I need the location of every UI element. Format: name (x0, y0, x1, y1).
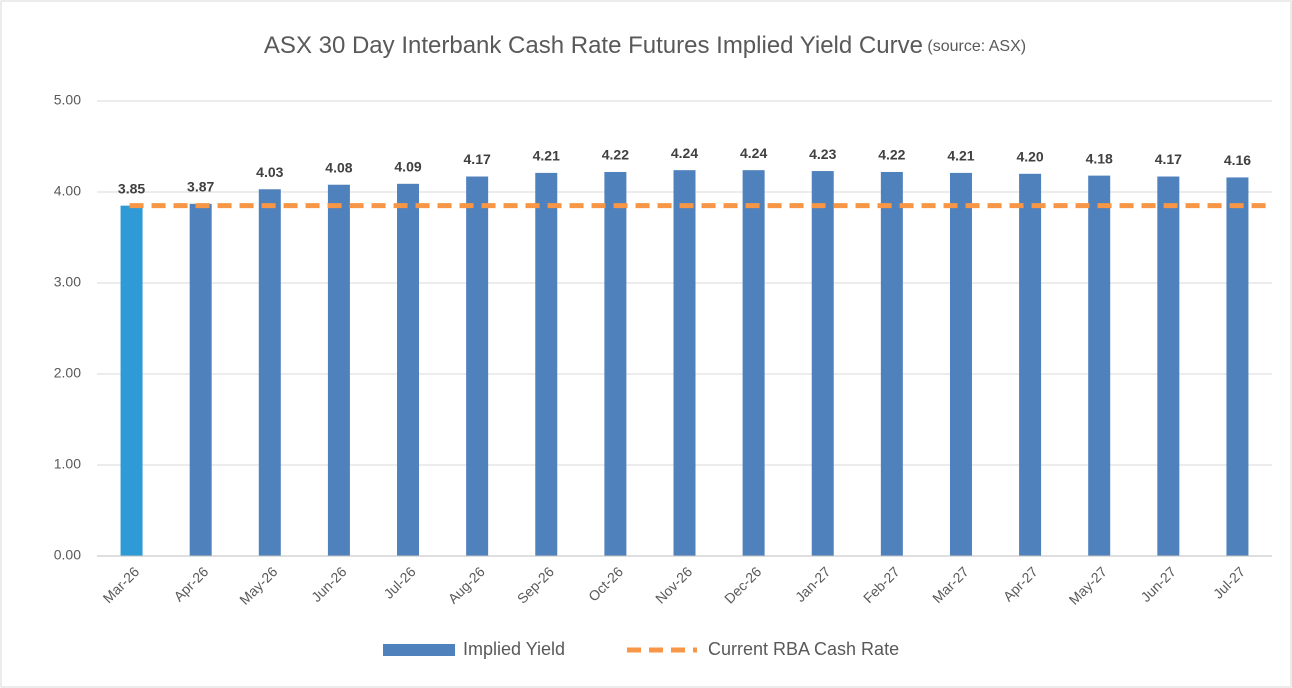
data-label: 4.24 (671, 145, 698, 161)
data-label: 4.18 (1086, 150, 1113, 166)
y-tick-label: 2.00 (54, 365, 81, 381)
bar (466, 176, 489, 556)
bar (673, 170, 696, 556)
bar (535, 172, 558, 556)
bar (189, 203, 212, 556)
data-label: 4.08 (325, 159, 352, 175)
bar (604, 171, 627, 557)
chart-subtitle: (source: ASX) (927, 38, 1026, 55)
legend-swatch (383, 644, 455, 656)
bar (811, 171, 834, 556)
data-label: 4.03 (256, 164, 283, 180)
bar (1226, 177, 1249, 556)
bar (742, 170, 765, 556)
data-label: 4.17 (1155, 151, 1182, 167)
data-label: 4.09 (394, 159, 421, 175)
data-label: 4.24 (740, 145, 767, 161)
bar (949, 172, 972, 556)
bar (1019, 173, 1042, 557)
data-label: 3.85 (118, 180, 145, 196)
data-label: 4.20 (1016, 149, 1043, 165)
y-tick-label: 0.00 (54, 547, 81, 563)
data-label: 4.21 (947, 148, 974, 164)
chart-title: ASX 30 Day Interbank Cash Rate Futures I… (264, 32, 923, 59)
legend-label: Implied Yield (463, 639, 565, 659)
bar (1157, 176, 1180, 556)
bar (880, 171, 903, 557)
legend-label: Current RBA Cash Rate (708, 639, 899, 659)
data-label: 4.22 (602, 147, 629, 163)
data-label: 4.23 (809, 146, 836, 162)
bar (1088, 175, 1111, 556)
data-label: 4.22 (878, 147, 905, 163)
chart-title-group: ASX 30 Day Interbank Cash Rate Futures I… (264, 32, 1026, 59)
data-label: 4.16 (1224, 152, 1251, 168)
y-tick-label: 1.00 (54, 456, 81, 472)
bar (397, 183, 420, 556)
y-tick-label: 5.00 (54, 92, 81, 108)
data-label: 4.21 (533, 148, 560, 164)
bar (258, 189, 281, 556)
y-tick-label: 4.00 (54, 183, 81, 199)
y-tick-label: 3.00 (54, 274, 81, 290)
data-label: 4.17 (464, 151, 491, 167)
bar (327, 184, 350, 556)
data-label: 3.87 (187, 179, 214, 195)
bar (120, 205, 143, 556)
